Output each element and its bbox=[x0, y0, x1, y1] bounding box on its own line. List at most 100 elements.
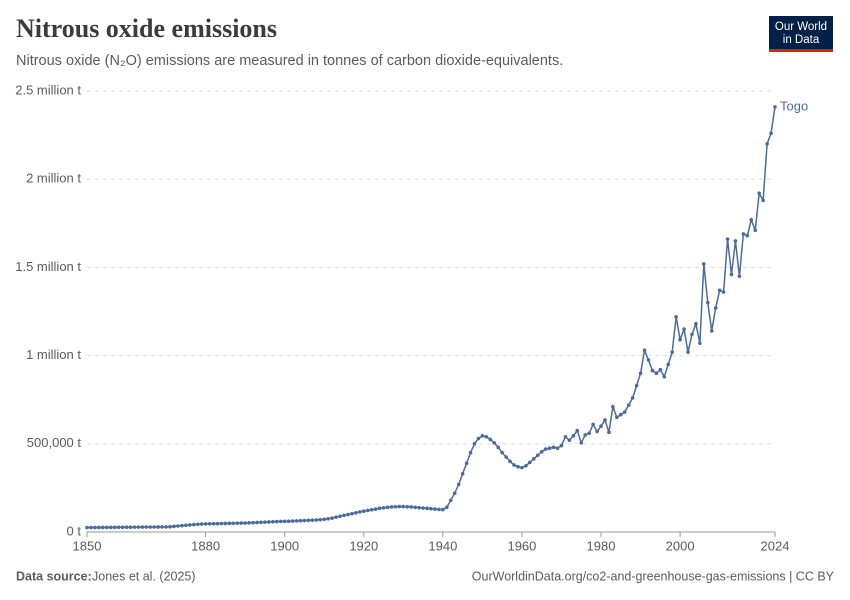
data-point bbox=[551, 445, 556, 450]
y-tick-label: 1 million t bbox=[26, 347, 81, 362]
data-point bbox=[409, 505, 414, 509]
chart-subtitle: Nitrous oxide (N₂O) emissions are measur… bbox=[16, 53, 563, 69]
data-point bbox=[298, 518, 303, 523]
data-point bbox=[188, 523, 192, 527]
x-tick-label: 2000 bbox=[666, 538, 695, 553]
data-point bbox=[662, 374, 667, 379]
data-point bbox=[397, 504, 402, 509]
data-point bbox=[231, 521, 236, 526]
source[interactable]: Jones et al. (2025) bbox=[92, 569, 196, 583]
data-point bbox=[365, 508, 370, 513]
data-point bbox=[690, 332, 694, 337]
data-point bbox=[247, 521, 251, 525]
x-tick-label: 1960 bbox=[507, 538, 536, 553]
data-point bbox=[97, 525, 101, 530]
data-point bbox=[725, 237, 730, 241]
data-point bbox=[591, 422, 595, 427]
data-point bbox=[753, 228, 758, 233]
data-point bbox=[579, 441, 584, 445]
data-point bbox=[255, 520, 259, 525]
data-point bbox=[401, 504, 406, 509]
data-point bbox=[682, 327, 686, 331]
data-point bbox=[709, 329, 714, 333]
data-point bbox=[698, 341, 702, 346]
data-point bbox=[717, 288, 722, 293]
data-point bbox=[282, 519, 287, 524]
data-point bbox=[559, 443, 564, 448]
data-point bbox=[350, 511, 354, 516]
data-point bbox=[310, 518, 315, 522]
data-point bbox=[733, 239, 738, 243]
data-point bbox=[140, 525, 145, 529]
data-point bbox=[318, 517, 323, 522]
data-point bbox=[267, 520, 271, 524]
data-point bbox=[686, 350, 690, 354]
data-point bbox=[448, 498, 453, 503]
data-point bbox=[678, 337, 682, 342]
data-point bbox=[278, 519, 283, 524]
data-point bbox=[132, 525, 137, 529]
data-point bbox=[626, 403, 631, 407]
logo-text[interactable]: in Data bbox=[783, 34, 820, 46]
x-tick-label: 2024 bbox=[761, 538, 790, 553]
data-point bbox=[385, 505, 390, 510]
data-point bbox=[104, 525, 109, 530]
data-point bbox=[330, 516, 334, 520]
data-point bbox=[745, 233, 750, 238]
data-point bbox=[433, 507, 437, 511]
logo-text[interactable]: Our World bbox=[775, 21, 827, 33]
data-point bbox=[314, 518, 319, 522]
data-point bbox=[184, 523, 188, 528]
data-point bbox=[199, 522, 204, 526]
footer-url[interactable]: OurWorldinData.org/co2-and-greenhouse-ga… bbox=[472, 569, 835, 583]
x-tick-label: 1940 bbox=[428, 538, 457, 553]
data-point bbox=[472, 442, 477, 446]
data-point bbox=[251, 520, 255, 525]
x-tick-label: 1980 bbox=[587, 538, 616, 553]
data-point bbox=[429, 506, 433, 511]
data-point bbox=[144, 525, 149, 529]
data-point bbox=[338, 514, 342, 519]
data-point bbox=[622, 410, 627, 414]
y-tick-label: 500,000 t bbox=[27, 435, 82, 450]
data-point bbox=[761, 198, 765, 203]
data-point bbox=[85, 525, 89, 530]
data-point bbox=[729, 272, 734, 277]
data-point bbox=[373, 507, 378, 511]
data-point bbox=[508, 459, 512, 464]
data-point bbox=[322, 517, 327, 522]
data-point bbox=[413, 505, 417, 510]
data-point bbox=[532, 456, 536, 461]
data-point bbox=[460, 471, 465, 476]
data-point bbox=[618, 412, 623, 417]
data-point bbox=[702, 262, 706, 266]
data-point bbox=[172, 524, 176, 529]
data-point bbox=[476, 436, 481, 441]
logo[interactable]: Our World in Data bbox=[769, 16, 833, 52]
data-point bbox=[128, 525, 133, 530]
data-point bbox=[773, 105, 777, 109]
logo-box[interactable] bbox=[769, 16, 833, 52]
data-point bbox=[488, 437, 493, 442]
data-point bbox=[381, 506, 386, 510]
y-tick-label: 1.5 million t bbox=[15, 259, 81, 274]
data-point bbox=[203, 522, 208, 526]
data-point bbox=[405, 504, 410, 509]
data-point bbox=[646, 358, 651, 362]
data-point bbox=[769, 131, 773, 136]
data-point bbox=[112, 525, 117, 530]
data-point bbox=[516, 464, 520, 469]
data-point bbox=[160, 525, 164, 529]
data-point bbox=[369, 507, 374, 512]
data-point bbox=[215, 521, 220, 526]
x-tick-label: 1880 bbox=[191, 538, 220, 553]
data-point bbox=[195, 522, 200, 527]
data-point bbox=[456, 482, 461, 487]
data-point bbox=[148, 525, 153, 529]
data-point bbox=[191, 522, 196, 527]
data-point bbox=[492, 441, 497, 445]
data-point bbox=[575, 428, 580, 433]
data-point bbox=[757, 191, 761, 196]
data-point bbox=[571, 434, 576, 438]
data-point bbox=[120, 525, 125, 530]
